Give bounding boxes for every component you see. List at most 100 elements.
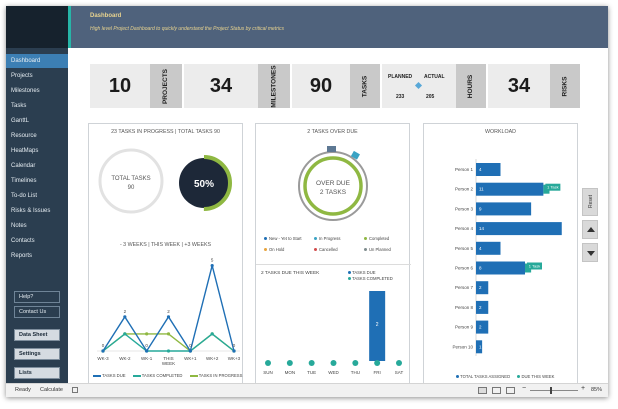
legend-due-swatch [93, 374, 101, 377]
workload-data-label: 2 [479, 325, 482, 330]
weeks-title: - 3 WEEKS | THIS WEEK | +3 WEEKS [119, 242, 212, 248]
status-legend-on-hold: On Hold [264, 247, 284, 252]
kpi-risks: 34 RISKS [488, 64, 580, 108]
sidebar-item-reports[interactable]: Reports [11, 253, 33, 259]
overdue-donut: OVER DUE 2 TASKS [298, 146, 368, 221]
sidebar-item-notes[interactable]: Notes [11, 223, 27, 229]
panel-overdue-title: 2 TASKS OVER DUE [307, 129, 358, 135]
sidebar-item-resource[interactable]: Resource [11, 133, 37, 139]
week-x-tick-label: SAT [395, 370, 404, 375]
sidebar-item-risks-issues[interactable]: Risks & Issues [11, 208, 51, 214]
workload-y-tick-label: Person 5 [455, 246, 474, 251]
help-button[interactable]: Help? [14, 291, 60, 303]
series-point-tasks-due [166, 315, 171, 319]
sidebar-item-dashboard[interactable]: Dashboard [6, 54, 68, 68]
week-data-label: 2 [376, 322, 379, 328]
page-break-icon[interactable] [506, 387, 515, 394]
workload-bar-assigned [476, 281, 489, 295]
week-point-tasks-completed [330, 360, 337, 366]
reset-button[interactable]: Reset [582, 188, 598, 216]
week-point-tasks-completed [374, 360, 381, 366]
sidebar-item-heatmaps[interactable]: HeatMaps [11, 148, 39, 154]
status-legend-dot [314, 237, 317, 241]
scroll-up-button[interactable] [582, 220, 598, 239]
series-point-tasks-in-progress [145, 332, 149, 336]
line-data-label: 0 [102, 343, 105, 348]
workload-bar-assigned [476, 320, 489, 334]
hours-planned-label: PLANNED [388, 74, 413, 80]
zoom-slider[interactable] [530, 390, 578, 391]
workload-data-label: 2 [479, 305, 482, 310]
sidebar-item-contacts[interactable]: Contacts [11, 238, 35, 244]
scroll-down-button[interactable] [582, 243, 598, 262]
series-point-tasks-in-progress [166, 332, 171, 336]
status-legend-dot [264, 237, 267, 241]
legend-tasks-in-progress: TASKS IN PROGRESS [198, 373, 243, 378]
week-point-tasks-completed [265, 360, 271, 366]
workload-data-label: 4 [479, 167, 482, 172]
kpi-risks-label: RISKS [561, 76, 569, 96]
status-calculate: Calculate [40, 387, 63, 393]
workload-y-tick-label: Person 9 [455, 325, 474, 330]
panel-progress-title: 23 TASKS IN PROGRESS | TOTAL TASKS 90 [111, 129, 220, 135]
sidebar-item-to-do-list[interactable]: To-do List [11, 193, 38, 199]
legend-progress-swatch [189, 374, 198, 377]
workload-data-label: 8 [479, 266, 482, 271]
sidebar-item-timelines[interactable]: Timelines [11, 178, 37, 184]
series-line-tasks-completed [102, 333, 235, 352]
status-legend-new-yet-to-start: New - Yet to Start [264, 236, 302, 241]
week-legend-due-dot [348, 271, 351, 274]
sidebar-item-ganttl[interactable]: GanttL [11, 118, 30, 124]
zoom-out-icon[interactable]: − [522, 385, 527, 392]
kpi-risks-label-box: RISKS [550, 64, 580, 108]
contact-us-button[interactable]: Contact Us [14, 306, 60, 318]
kpi-tasks-value: 90 [292, 64, 350, 108]
sidebar-item-calendar[interactable]: Calendar [11, 163, 36, 169]
status-ready: Ready [15, 387, 31, 393]
zoom-slider-thumb[interactable] [550, 387, 552, 394]
sidebar-item-projects[interactable]: Projects [11, 73, 33, 79]
week-x-tick-label: TUE [307, 370, 316, 375]
week-legend-completed-row: TASKS COMPLETED [348, 276, 393, 282]
arrow-down-icon [587, 251, 595, 256]
kpi-tasks-label-box: TASKS [350, 64, 380, 108]
kpi-milestones: 34 MILESTONES [184, 64, 290, 108]
panel-workload-title: WORKLOAD [485, 129, 516, 135]
lists-button[interactable]: Lists [14, 367, 60, 379]
page-layout-icon[interactable] [492, 387, 501, 394]
settings-button[interactable]: Settings [14, 348, 60, 360]
status-legend-label: Completed [369, 236, 390, 241]
normal-view-icon[interactable] [478, 387, 487, 394]
macro-record-icon[interactable] [72, 387, 78, 393]
workload-due-label: 1 Task [529, 264, 541, 269]
data-sheet-button[interactable]: Data Sheet [14, 329, 60, 341]
zoom-level: 85% [591, 387, 603, 393]
series-point-tasks-due [145, 349, 149, 353]
week-legend: TASKS DUE TASKS COMPLETED [348, 270, 393, 282]
total-tasks-donut [98, 148, 164, 214]
legend-tasks-due: TASKS DUE [102, 373, 126, 378]
workload-bar-assigned [476, 340, 483, 354]
week-point-tasks-completed [308, 360, 315, 366]
line-data-label: 0 [233, 343, 236, 348]
series-point-tasks-due [101, 349, 105, 353]
line-data-label: 0 [189, 343, 192, 348]
line-data-label: 2 [167, 309, 170, 314]
line-data-label: 2 [124, 309, 127, 314]
week-point-tasks-completed [396, 360, 402, 366]
workload-data-label: 11 [479, 187, 484, 192]
series-point-tasks-completed [123, 332, 127, 336]
workload-data-label: 1 [479, 344, 482, 349]
kpi-milestones-value: 34 [184, 64, 258, 108]
sidebar-item-tasks[interactable]: Tasks [11, 103, 27, 109]
hours-actual-label: ACTUAL [424, 74, 445, 80]
week-title: 2 TASKS DUE THIS WEEK [261, 271, 320, 276]
dashboard-header: Dashboard High level Project Dashboard t… [68, 6, 608, 48]
hours-actual-value: 205 [426, 94, 435, 100]
kpi-projects-label-box: PROJECTS [150, 64, 182, 108]
zoom-in-icon[interactable]: + [581, 385, 586, 392]
sidebar-item-milestones[interactable]: Milestones [11, 88, 40, 94]
header-accent [68, 6, 71, 48]
overdue-line-2: 2 TASKS [320, 189, 347, 196]
workload-bar-assigned [476, 241, 501, 255]
